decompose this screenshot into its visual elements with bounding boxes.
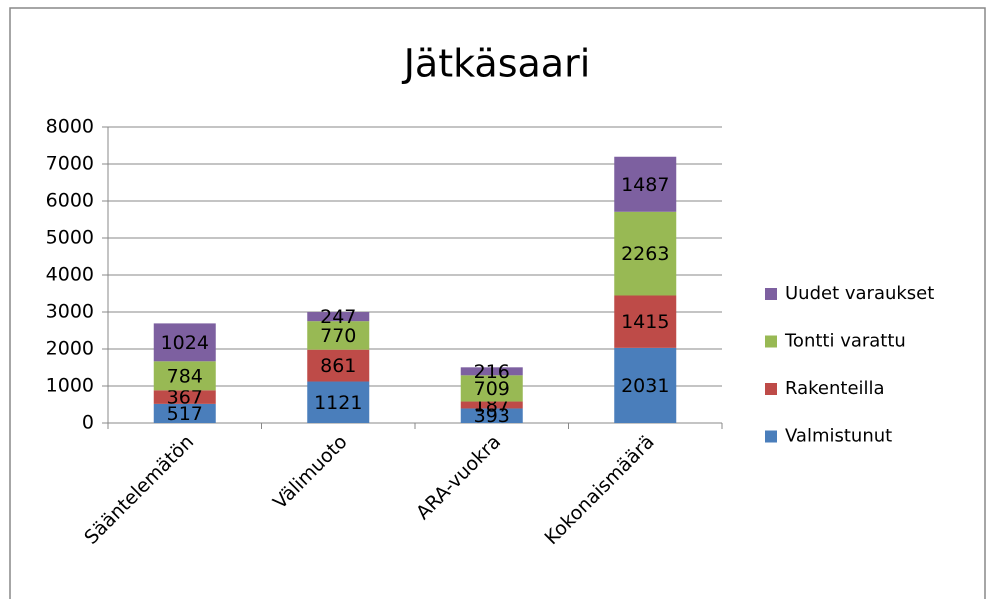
y-tick-label: 2000 (46, 338, 94, 360)
y-tick-label: 6000 (46, 190, 94, 212)
bar-segment (307, 312, 370, 322)
data-label: 1487 (621, 174, 669, 196)
bar-segment (153, 403, 216, 423)
legend-swatch (765, 288, 777, 300)
data-label: 770 (320, 325, 356, 347)
y-tick-label: 8000 (46, 116, 94, 138)
bar-segment (153, 323, 216, 362)
data-label: 784 (167, 365, 203, 387)
data-label: 2263 (621, 243, 669, 265)
legend-label: Uudet varaukset (785, 283, 934, 304)
legend-label: Valmistunut (785, 426, 892, 447)
legend-label: Tontti varattu (784, 331, 906, 352)
bar-segment (153, 361, 216, 391)
bar-segment (307, 321, 370, 350)
bar-segment (614, 347, 677, 423)
y-tick-label: 1000 (46, 375, 94, 397)
data-label: 1024 (161, 332, 209, 354)
y-tick-label: 4000 (46, 264, 94, 286)
bar-segment (460, 367, 523, 376)
bar-segment (307, 381, 370, 423)
bar-segment (307, 349, 370, 382)
legend-swatch (765, 430, 777, 443)
data-label: 1415 (621, 311, 669, 333)
y-tick-label: 0 (82, 412, 94, 434)
y-tick-label: 3000 (46, 301, 94, 323)
y-tick-label: 5000 (46, 227, 94, 249)
legend-swatch (765, 383, 777, 395)
data-label: 517 (167, 403, 203, 425)
bar-segment (614, 156, 677, 212)
data-label: 247 (320, 306, 356, 328)
bar-segment (614, 295, 677, 348)
chart-frame (9, 7, 986, 599)
data-label: 861 (320, 355, 356, 377)
data-label: 709 (474, 378, 510, 400)
data-label: 393 (474, 405, 510, 427)
bar-segment (460, 408, 523, 423)
legend-label: Rakenteilla (785, 378, 885, 399)
data-label: 216 (474, 361, 510, 383)
bar-segment (460, 375, 523, 402)
chart-title: Jätkäsaari (402, 42, 591, 86)
y-tick-label: 7000 (46, 153, 94, 175)
data-label: 2031 (621, 375, 669, 397)
legend-swatch (765, 335, 777, 348)
bar-segment (460, 401, 523, 409)
data-label: 367 (167, 387, 203, 409)
data-label: 1121 (314, 392, 362, 414)
bar-segment (153, 390, 216, 404)
bar-segment (614, 211, 677, 296)
